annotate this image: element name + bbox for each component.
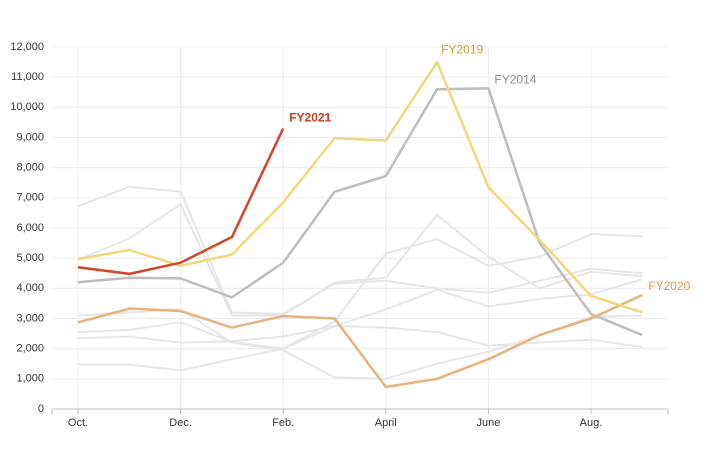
y-tick-label: 11,000: [11, 71, 44, 83]
background-line: [77, 278, 643, 350]
background-line: [77, 203, 643, 317]
series-line: [77, 87, 643, 337]
y-tick-label: 8,000: [16, 162, 44, 174]
series-label: FY2019: [441, 42, 483, 56]
y-tick-label: 4,000: [16, 282, 44, 294]
x-tick-label: Oct.: [68, 417, 88, 429]
x-tick-label: Dec.: [169, 417, 192, 429]
series-line: [77, 293, 643, 389]
y-tick-label: 7,000: [16, 192, 44, 204]
y-tick-label: 9,000: [16, 131, 44, 143]
series-label: FY2020: [648, 279, 690, 293]
background-line: [77, 325, 643, 349]
x-tick-label: June: [476, 417, 500, 429]
y-tick-label: 0: [38, 403, 44, 415]
y-tick-label: 1,000: [16, 373, 44, 385]
y-tick-label: 3,000: [16, 312, 44, 324]
y-tick-label: 10,000: [10, 101, 44, 113]
x-tick-label: Aug.: [580, 417, 603, 429]
background-line: [77, 233, 643, 372]
x-tick-label: Feb.: [272, 417, 294, 429]
x-tick-label: April: [375, 417, 397, 429]
y-tick-label: 6,000: [16, 222, 44, 234]
y-tick-label: 2,000: [16, 343, 44, 355]
series-label: FY2014: [494, 73, 536, 87]
y-tick-label: 5,000: [16, 252, 44, 264]
y-tick-label: 12,000: [10, 41, 44, 53]
series-line: [77, 127, 285, 276]
background-line: [77, 185, 643, 315]
series-line: [77, 60, 643, 314]
series-label: FY2021: [289, 111, 331, 125]
